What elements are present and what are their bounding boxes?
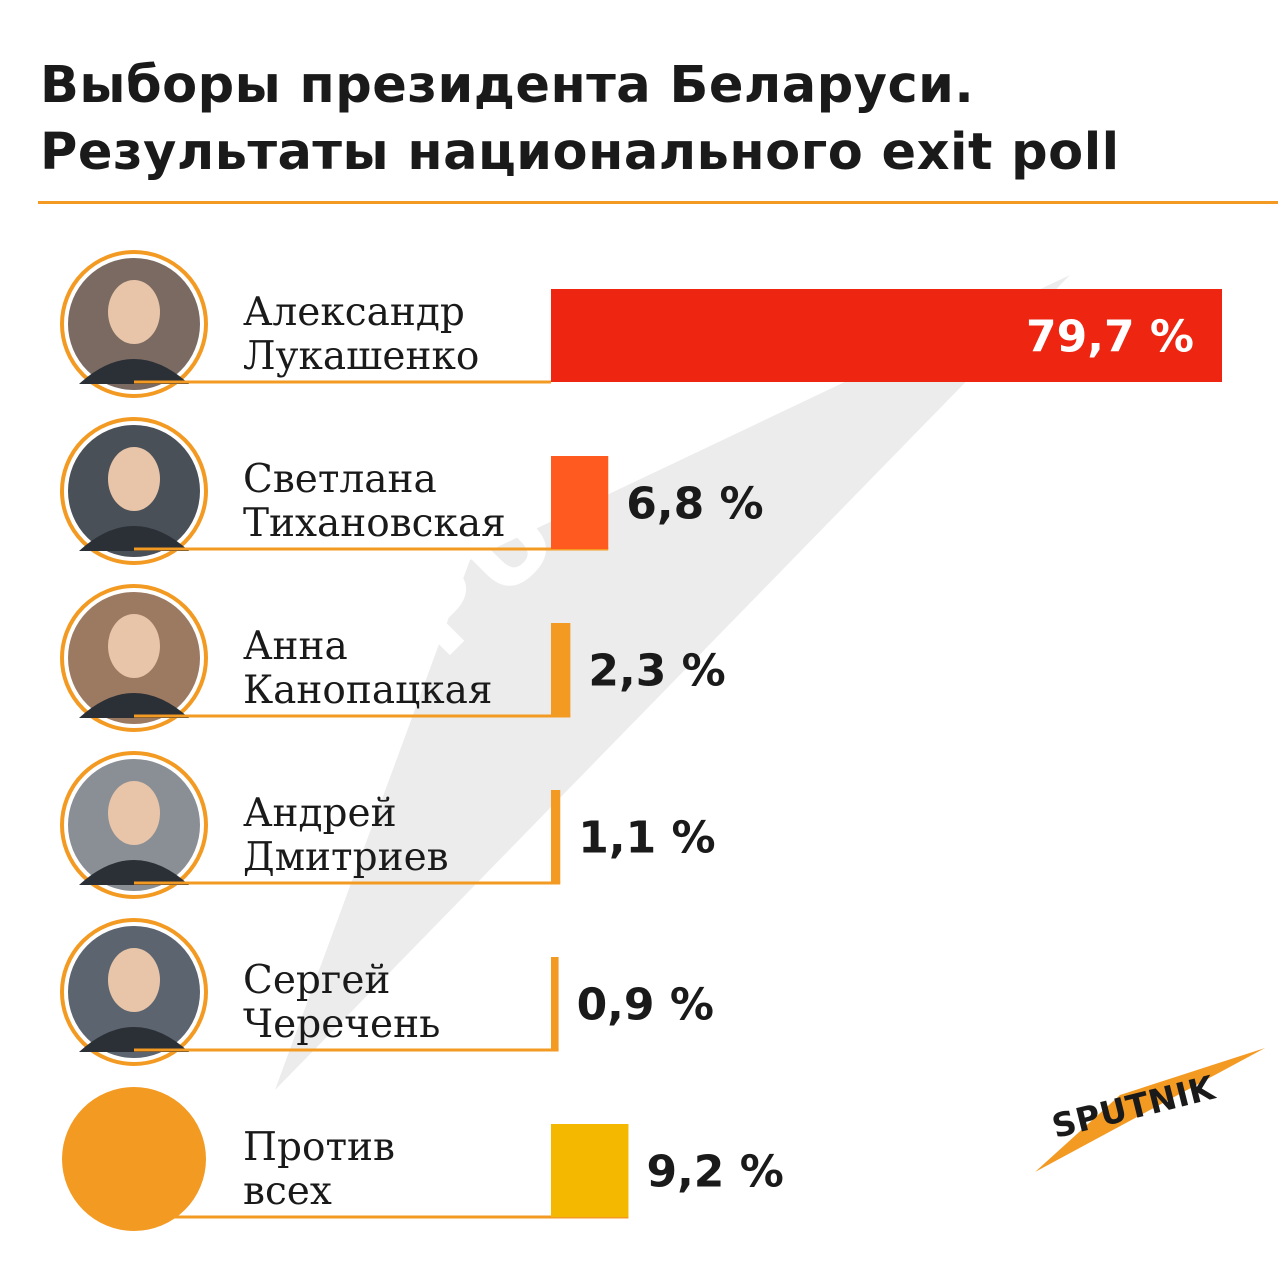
value-label: 2,3 % (588, 646, 725, 697)
candidate-name-line: Анна (243, 624, 348, 669)
avatar-shoulders (79, 359, 189, 384)
value-label: 0,9 % (577, 980, 714, 1031)
title-line-2: Результаты национального exit poll (40, 123, 1120, 182)
candidate-name-line: Дмитриев (243, 835, 449, 880)
avatar-face (108, 447, 160, 511)
candidate-name-line: всех (243, 1169, 332, 1214)
candidate-name-line: Канопацкая (243, 668, 493, 713)
candidate-name-line: Лукашенко (243, 334, 480, 379)
candidate-name: Анна Канопацкая (243, 625, 492, 713)
avatar-shoulders (79, 526, 189, 551)
value-label: 79,7 % (1026, 312, 1194, 363)
candidate-name: Андрей Дмитриев (243, 792, 449, 880)
avatar-shoulders (79, 1027, 189, 1052)
candidate-name-line: Сергей (243, 958, 391, 1003)
value-label: 9,2 % (646, 1147, 783, 1198)
bar (551, 623, 571, 716)
value-label: 6,8 % (626, 479, 763, 530)
candidate-name: Против всех (243, 1126, 395, 1214)
candidate-name-line: Александр (243, 290, 465, 335)
avatar-face (108, 614, 160, 678)
candidate-name: Сергей Черечень (243, 959, 440, 1047)
candidate-name-line: Черечень (243, 1002, 441, 1047)
candidate-name-line: Андрей (243, 791, 397, 836)
against-circle (62, 1087, 206, 1231)
avatar-shoulders (79, 693, 189, 718)
avatar-shoulders (79, 860, 189, 885)
candidate-name: Александр Лукашенко (243, 291, 479, 379)
bar (551, 957, 559, 1050)
sputnik-logo-icon (1035, 1048, 1265, 1172)
candidate-name-line: Светлана (243, 457, 437, 502)
chart-title: Выборы президента Беларуси. Результаты н… (40, 52, 1240, 186)
bar (551, 456, 609, 549)
title-line-1: Выборы президента Беларуси. (40, 56, 975, 115)
bar (551, 289, 1222, 382)
bar (551, 1124, 629, 1217)
avatar-face (108, 948, 160, 1012)
bar (551, 790, 561, 883)
candidate-name-line: Против (243, 1125, 395, 1170)
candidate-name-line: Тихановская (243, 501, 506, 546)
candidate-name: Светлана Тихановская (243, 458, 506, 546)
avatar-face (108, 781, 160, 845)
value-label: 1,1 % (578, 813, 715, 864)
title-underline (38, 201, 1278, 204)
avatar-face (108, 280, 160, 344)
